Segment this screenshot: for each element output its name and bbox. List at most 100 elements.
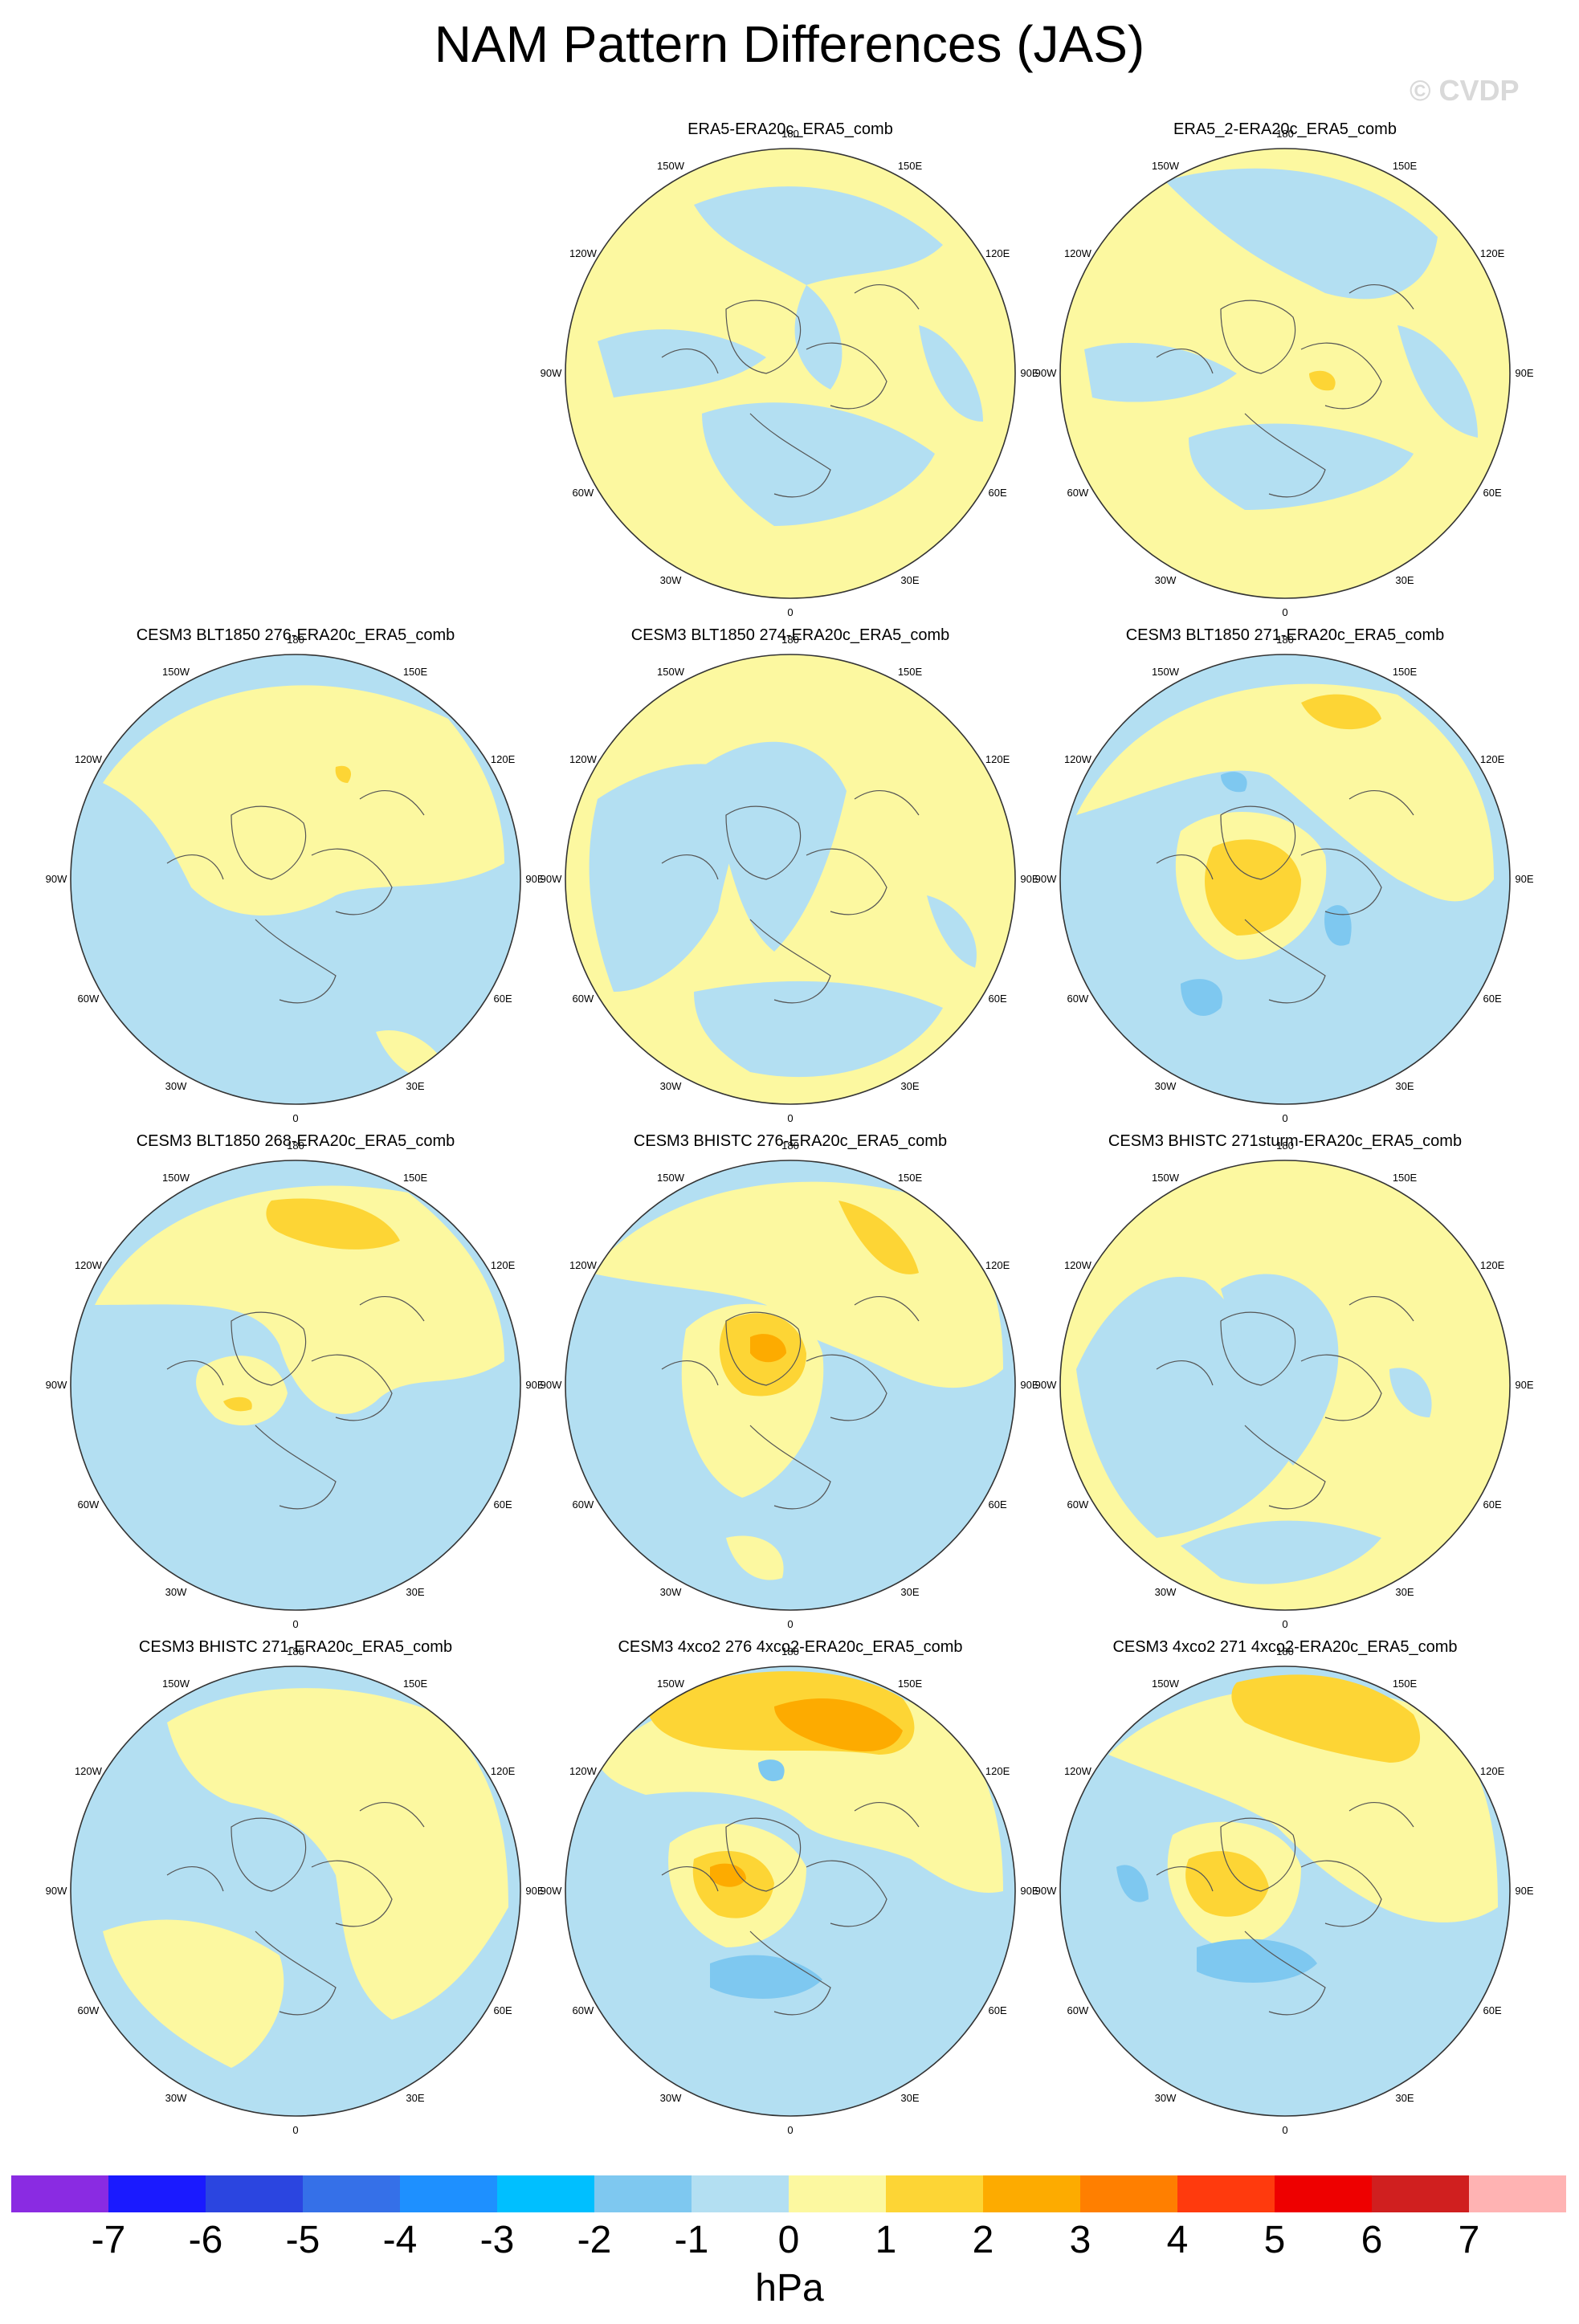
panel-title: CESM3 4xco2 276 4xco2-ERA20c_ERA5_comb (618, 1638, 963, 1656)
panel-title: CESM3 BLT1850 268-ERA20c_ERA5_comb (136, 1132, 455, 1150)
coastline (749, 1425, 831, 1510)
colorbar-tick-label: 1 (875, 2219, 897, 2261)
longitude-label: 30E (1395, 1586, 1414, 1598)
longitude-label: 90W (541, 1379, 562, 1391)
longitude-label: 0 (292, 1618, 298, 1630)
longitude-label: 120W (569, 247, 598, 259)
longitude-label: 30W (165, 1586, 187, 1598)
longitude-label: 180 (287, 1645, 304, 1657)
coastline (1220, 1817, 1296, 1892)
map-border (1059, 1666, 1511, 2117)
longitude-label: 0 (1282, 1618, 1287, 1630)
field-contour-region (598, 329, 766, 398)
longitude-label: 150E (898, 666, 923, 678)
longitude-label: 90E (1515, 873, 1533, 885)
polar-map: 180 150E 120E 90E 60E 30E 0 30W 60W 90W 120W 150W (541, 1645, 1039, 2136)
longitude-label: 150E (898, 1172, 923, 1184)
colorbar-tick-label: 5 (1263, 2219, 1286, 2261)
coastline (725, 1311, 802, 1386)
longitude-label: 30W (1155, 574, 1177, 586)
longitude-label: 0 (292, 1112, 298, 1124)
colorbar-tick-label: 6 (1361, 2219, 1383, 2261)
panel-title: CESM3 4xco2 271 4xco2-ERA20c_ERA5_comb (1112, 1638, 1458, 1656)
map-border (70, 1666, 521, 2117)
colorbar-tick-label: 0 (777, 2219, 800, 2261)
longitude-label: 0 (787, 1112, 793, 1124)
colorbar-segment (1080, 2175, 1178, 2212)
coastline (806, 1354, 887, 1421)
coastline (1300, 342, 1382, 410)
longitude-label: 30E (406, 1586, 424, 1598)
map-border (1059, 1160, 1511, 1611)
longitude-label: 60E (494, 2004, 512, 2016)
coastline (1348, 284, 1414, 310)
polar-map: 180 150E 120E 90E 60E 30E 0 30W 60W 90W 120W 150W (46, 1645, 545, 2136)
field-contour-region (1189, 423, 1414, 510)
longitude-label: 150W (1152, 666, 1180, 678)
coastline (1244, 919, 1326, 1004)
field-contour-region (223, 1396, 252, 1412)
coastline (1244, 413, 1326, 498)
longitude-label: 90E (525, 1885, 544, 1897)
colorbar-tick-label: 7 (1458, 2219, 1480, 2261)
longitude-label: 150W (1152, 1172, 1180, 1184)
longitude-label: 150E (898, 160, 923, 172)
longitude-label: 90W (1035, 367, 1057, 379)
map-border (565, 654, 1016, 1105)
longitude-label: 90E (1515, 367, 1533, 379)
longitude-label: 60E (1483, 2004, 1502, 2016)
longitude-label: 60W (78, 1498, 100, 1511)
colorbar-segment (497, 2175, 595, 2212)
panel-title: ERA5-ERA20c_ERA5_comb (687, 120, 893, 138)
longitude-label: 60W (78, 993, 100, 1005)
coastline (1300, 1860, 1382, 1927)
coastline (854, 1802, 920, 1828)
longitude-label: 150E (898, 1678, 923, 1690)
longitude-label: 150W (657, 160, 685, 172)
cvdp-watermark: © CVDP (1410, 74, 1520, 107)
longitude-label: 30E (1395, 2092, 1414, 2104)
coastline (661, 854, 719, 880)
longitude-label: 180 (287, 1140, 304, 1152)
longitude-label: 150E (403, 1678, 428, 1690)
field-contour-region (838, 1201, 919, 1274)
longitude-label: 150W (1152, 160, 1180, 172)
longitude-label: 30E (900, 1586, 919, 1598)
longitude-label: 120E (1480, 1765, 1505, 1777)
longitude-label: 90W (541, 1885, 562, 1897)
longitude-label: 150W (657, 1172, 685, 1184)
longitude-label: 30W (165, 1080, 187, 1092)
longitude-label: 30E (900, 574, 919, 586)
longitude-label: 90W (46, 873, 67, 885)
longitude-label: 120W (1064, 753, 1092, 765)
polar-map: 180 150E 120E 90E 60E 30E 0 30W 60W 90W 120W 150W (541, 1140, 1039, 1630)
coastline (166, 1360, 224, 1386)
polar-map: 180 150E 120E 90E 60E 30E 0 30W 60W 90W 120W 150W (46, 634, 545, 1124)
colorbar-segment (692, 2175, 790, 2212)
coastline (1156, 1866, 1214, 1892)
longitude-label: 30E (900, 2092, 919, 2104)
field-contour-region (589, 764, 736, 992)
longitude-label: 180 (287, 634, 304, 646)
field-contour-region (694, 981, 943, 1078)
coastline (661, 349, 719, 374)
coastline (311, 1860, 393, 1927)
colorbar-segment (1177, 2175, 1275, 2212)
panel-title: CESM3 BLT1850 274-ERA20c_ERA5_comb (630, 626, 950, 644)
colorbar-tick-label: 2 (972, 2219, 994, 2261)
longitude-label: 120E (985, 1765, 1010, 1777)
field-contour-region (335, 765, 352, 783)
colorbar-tick-label: -6 (188, 2219, 223, 2261)
longitude-label: 150W (1152, 1678, 1180, 1690)
colorbar-segment (206, 2175, 304, 2212)
map-border (565, 1666, 1016, 2117)
field-contour-region (1309, 370, 1336, 391)
longitude-label: 120W (569, 1765, 598, 1777)
field-contour-region (95, 1185, 504, 1414)
field-contour-region (103, 685, 504, 915)
map-border (565, 1160, 1016, 1611)
field-contour-region (710, 1955, 822, 1999)
longitude-label: 0 (787, 2124, 793, 2136)
field-contour-region (758, 1759, 785, 1782)
longitude-label: 30E (1395, 1080, 1414, 1092)
